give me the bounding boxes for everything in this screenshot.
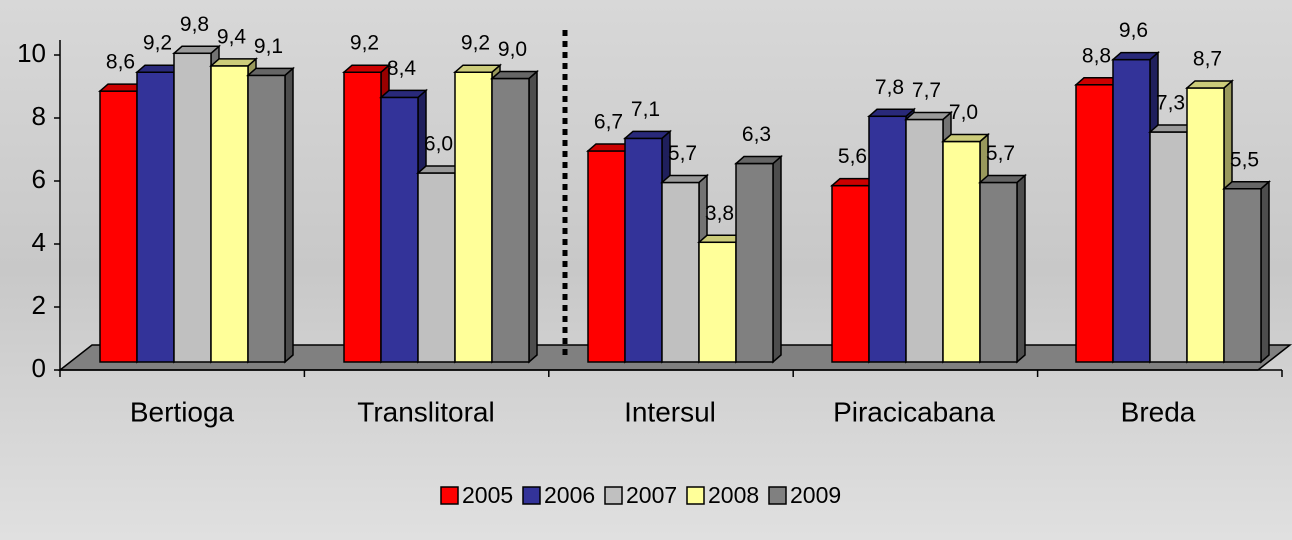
- bar: [698, 241, 737, 363]
- value-label: 5,6: [838, 145, 867, 168]
- bar-side: [1260, 180, 1270, 364]
- bar: [831, 184, 870, 363]
- bar-side: [528, 69, 538, 364]
- bar-cap: [379, 89, 428, 99]
- bar: [454, 71, 493, 363]
- bar: [1223, 188, 1262, 363]
- legend-swatch: [440, 486, 459, 505]
- value-label: 9,4: [217, 25, 247, 48]
- bar: [1112, 58, 1151, 363]
- value-label: 9,2: [461, 32, 490, 55]
- value-label: 6,3: [742, 123, 771, 146]
- value-label: 5,7: [668, 142, 697, 165]
- bar: [136, 71, 175, 363]
- value-label: 7,1: [631, 98, 660, 121]
- value-label: 6,7: [594, 110, 623, 133]
- bar: [942, 140, 981, 363]
- bar: [99, 90, 138, 363]
- bar: [247, 74, 286, 363]
- value-label: 9,8: [180, 13, 209, 36]
- bar: [905, 118, 944, 363]
- value-label: 8,6: [106, 51, 135, 74]
- bar-cap: [172, 45, 221, 55]
- value-label: 5,5: [1230, 148, 1259, 171]
- legend-swatch: [604, 486, 623, 505]
- y-tick-label: 8: [32, 101, 46, 131]
- bar-cap: [1111, 51, 1160, 61]
- legend-label: 2008: [708, 482, 759, 508]
- bar-cap: [660, 174, 709, 184]
- value-label: 3,8: [705, 202, 734, 225]
- bar-cap: [978, 174, 1027, 184]
- value-label: 9,2: [350, 32, 379, 55]
- bar: [624, 137, 663, 363]
- bar-cap: [941, 133, 990, 143]
- bar: [173, 52, 212, 363]
- bar: [979, 181, 1018, 363]
- value-label: 7,7: [912, 79, 941, 102]
- legend-swatch: [686, 486, 705, 505]
- bar-cap: [867, 108, 916, 118]
- legend-label: 2007: [626, 482, 677, 508]
- bar-cap: [453, 64, 502, 73]
- bar-cap: [209, 58, 258, 67]
- legend-swatch: [522, 486, 541, 505]
- y-tick-label: 4: [32, 227, 46, 257]
- value-label: 7,0: [949, 101, 978, 124]
- y-tick-label: 0: [32, 353, 46, 383]
- bar-side: [772, 154, 782, 364]
- value-label: 6,0: [424, 133, 453, 156]
- bar: [417, 172, 456, 363]
- bar-cap: [1222, 181, 1271, 190]
- bar: [1186, 87, 1225, 363]
- bar: [491, 77, 530, 363]
- value-label: 7,3: [1156, 92, 1185, 115]
- bar: [1149, 131, 1188, 363]
- legend-swatch: [768, 486, 787, 505]
- y-tick-label: 10: [17, 38, 46, 68]
- legend-label: 2005: [462, 482, 513, 508]
- bar-cap: [904, 111, 953, 121]
- legend-label: 2006: [544, 482, 595, 508]
- bar: [380, 96, 419, 363]
- x-tick-label: Bertioga: [130, 396, 235, 427]
- value-label: 7,8: [875, 76, 904, 99]
- bar: [587, 150, 626, 363]
- x-tick-label: Piracicabana: [833, 396, 995, 427]
- bar-cap: [1185, 80, 1234, 89]
- bar-cap: [342, 64, 391, 73]
- value-label: 9,2: [143, 32, 172, 55]
- bar-side: [284, 66, 294, 364]
- bar-cap: [490, 70, 539, 80]
- bar-cap: [623, 130, 672, 140]
- y-tick-label: 6: [32, 164, 46, 194]
- bar: [661, 181, 700, 363]
- x-tick-label: Breda: [1121, 396, 1196, 427]
- bar: [210, 65, 249, 363]
- x-tick-label: Translitoral: [357, 396, 494, 427]
- bar-cap: [734, 155, 783, 165]
- value-label: 9,0: [498, 38, 527, 61]
- bar-side: [1016, 173, 1026, 364]
- bar: [868, 115, 907, 363]
- x-tick-label: Intersul: [624, 396, 716, 427]
- bar: [343, 71, 382, 363]
- y-tick-label: 2: [32, 290, 46, 320]
- bar-cap: [246, 67, 295, 77]
- legend-label: 2009: [790, 482, 841, 508]
- value-label: 9,6: [1119, 19, 1148, 42]
- value-label: 5,7: [986, 142, 1015, 165]
- bar: [735, 162, 774, 363]
- value-label: 8,4: [387, 57, 417, 80]
- value-label: 8,8: [1082, 44, 1111, 67]
- bar: [1075, 84, 1114, 363]
- value-label: 9,1: [254, 35, 283, 58]
- value-label: 8,7: [1193, 47, 1222, 70]
